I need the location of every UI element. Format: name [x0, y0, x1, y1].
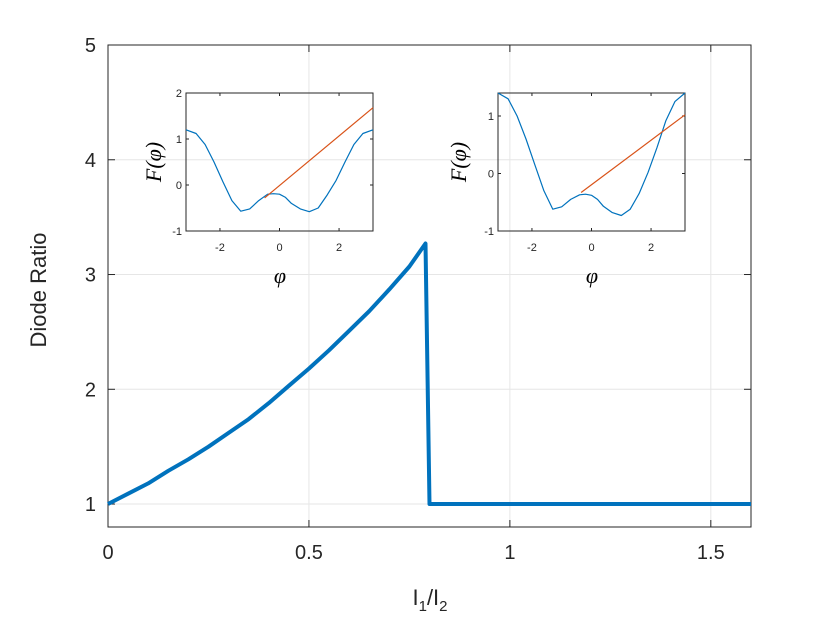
inset1-series [185, 107, 374, 213]
inset2-plot-box [497, 92, 686, 232]
inset1-series-line-1 [264, 107, 374, 199]
main-y-axis-label: Diode Ratio [26, 233, 51, 348]
inset2-x-tick-label-1: 0 [588, 242, 594, 254]
main-x-tick-label-2: 1 [504, 542, 515, 564]
inset1-x-tick-label-0: -2 [215, 242, 225, 254]
inset2-x-tick-label-0: -2 [527, 242, 537, 254]
inset2-x-axis-label: φ [586, 263, 598, 288]
inset1-y-tick-label-0: -1 [172, 226, 182, 238]
inset1-x-tick-label-2: 2 [336, 242, 342, 254]
inset1-y-tick-label-2: 1 [176, 134, 182, 146]
inset1-x-ticks: -2 0 2 [215, 93, 342, 254]
inset2-axes-frame [497, 92, 686, 232]
inset1-x-tick-label-1: 0 [276, 242, 282, 254]
main-y-tick-label-4: 5 [85, 35, 96, 57]
inset2-y-tick-label-1: 0 [488, 169, 494, 181]
inset2-y-ticks: -1 0 1 [484, 111, 685, 238]
main-x-axis-label: I1/I2 [412, 585, 447, 615]
main-x-tick-label-1: 0.5 [295, 542, 323, 564]
inset2-y-axis-label: F(φ) [446, 142, 471, 183]
inset2-series [497, 92, 686, 217]
main-y-tick-label-1: 2 [85, 379, 96, 401]
main-x-ticks: 0 0.5 1 1.5 [102, 45, 725, 564]
inset2-series-line-0 [497, 92, 686, 217]
inset1-y-axis-label: F(φ) [141, 142, 166, 183]
main-plot-box [107, 44, 752, 528]
main-axes-frame [107, 44, 752, 528]
main-y-tick-label-0: 1 [85, 494, 96, 516]
inset2-y-tick-label-2: 1 [488, 111, 494, 123]
inset1-series-line-0 [185, 129, 374, 213]
inset2-series-line-1 [580, 114, 686, 193]
inset1-y-tick-label-1: 0 [176, 180, 182, 192]
main-series-line-0 [107, 241, 751, 506]
inset2-x-ticks: -2 0 2 [527, 93, 654, 254]
main-x-tick-label-0: 0 [102, 542, 113, 564]
inset1-y-ticks: -1 0 1 2 [172, 88, 373, 238]
inset2-x-tick-label-2: 2 [648, 242, 654, 254]
inset2-y-tick-label-0: -1 [484, 226, 494, 238]
main-y-tick-label-3: 4 [85, 150, 96, 172]
main-y-ticks: 1 2 3 4 5 [85, 35, 751, 516]
main-series [107, 241, 751, 506]
main-x-tick-label-3: 1.5 [697, 542, 725, 564]
inset1-y-tick-label-3: 2 [176, 88, 182, 100]
inset1-x-axis-label: φ [274, 263, 286, 288]
main-y-tick-label-2: 3 [85, 265, 96, 287]
